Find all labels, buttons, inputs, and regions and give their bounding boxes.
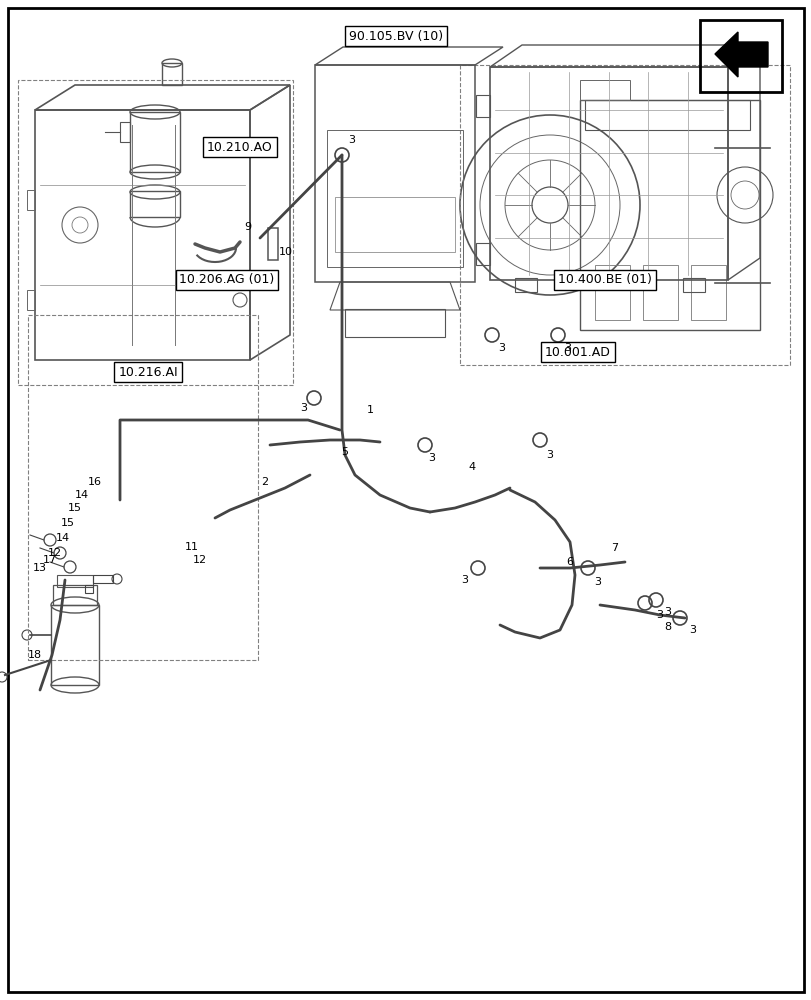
Text: 4: 4 xyxy=(468,462,475,472)
Text: 10.400.BE (01): 10.400.BE (01) xyxy=(557,273,651,286)
Text: 11: 11 xyxy=(185,542,199,552)
Bar xyxy=(27,190,35,210)
Text: 90.105.BV (10): 90.105.BV (10) xyxy=(349,30,443,43)
Bar xyxy=(690,265,725,320)
Bar xyxy=(460,65,789,365)
Bar xyxy=(130,112,180,172)
Bar xyxy=(315,65,474,282)
Text: 10.001.AD: 10.001.AD xyxy=(544,346,610,359)
Text: 17: 17 xyxy=(43,555,57,565)
Bar xyxy=(51,605,99,685)
Bar xyxy=(345,309,444,337)
Bar xyxy=(53,585,97,605)
Text: 13: 13 xyxy=(33,563,47,573)
Text: 14: 14 xyxy=(75,490,89,500)
Text: 15: 15 xyxy=(68,503,82,513)
Bar xyxy=(514,278,536,292)
Bar xyxy=(27,290,35,310)
Text: 15: 15 xyxy=(61,518,75,528)
Text: 3: 3 xyxy=(546,450,553,460)
Bar xyxy=(682,278,704,292)
Text: 18: 18 xyxy=(28,650,42,660)
Bar xyxy=(18,80,293,385)
Bar xyxy=(579,80,629,100)
Text: 10.216.AI: 10.216.AI xyxy=(118,365,178,378)
Bar xyxy=(642,265,677,320)
Text: 3: 3 xyxy=(564,343,571,353)
Text: 3: 3 xyxy=(689,625,696,635)
Bar xyxy=(130,191,180,217)
Text: 7: 7 xyxy=(611,543,618,553)
Text: 3: 3 xyxy=(300,403,307,413)
Bar xyxy=(584,100,749,130)
Bar xyxy=(699,20,781,92)
Text: 2: 2 xyxy=(261,477,268,487)
Text: 3: 3 xyxy=(348,135,355,145)
Bar xyxy=(335,197,454,252)
Text: 9: 9 xyxy=(244,222,251,232)
Bar xyxy=(85,585,93,593)
Bar xyxy=(268,228,277,260)
Text: 12: 12 xyxy=(48,548,62,558)
Bar xyxy=(120,122,130,142)
Text: 14: 14 xyxy=(56,533,70,543)
Text: 3: 3 xyxy=(655,610,663,620)
Bar xyxy=(489,67,727,280)
Text: 10.206.AG (01): 10.206.AG (01) xyxy=(179,273,274,286)
Bar xyxy=(594,265,629,320)
Bar xyxy=(57,575,93,587)
Bar xyxy=(475,243,489,265)
Text: 8: 8 xyxy=(663,622,671,632)
Polygon shape xyxy=(714,32,767,77)
Text: 5: 5 xyxy=(341,447,348,457)
Text: 6: 6 xyxy=(566,557,573,567)
Text: 3: 3 xyxy=(663,607,671,617)
Bar xyxy=(579,100,759,330)
Text: 12: 12 xyxy=(193,555,207,565)
Bar xyxy=(162,63,182,85)
Text: 10: 10 xyxy=(279,247,293,257)
Text: 16: 16 xyxy=(88,477,102,487)
Text: 3: 3 xyxy=(428,453,435,463)
Bar xyxy=(28,315,258,660)
Text: 3: 3 xyxy=(498,343,505,353)
Text: 1: 1 xyxy=(366,405,373,415)
Bar xyxy=(327,130,462,267)
Bar xyxy=(475,95,489,117)
Bar xyxy=(93,575,113,583)
Text: 3: 3 xyxy=(594,577,601,587)
Text: 10.210.AO: 10.210.AO xyxy=(207,141,272,154)
Text: 3: 3 xyxy=(461,575,468,585)
